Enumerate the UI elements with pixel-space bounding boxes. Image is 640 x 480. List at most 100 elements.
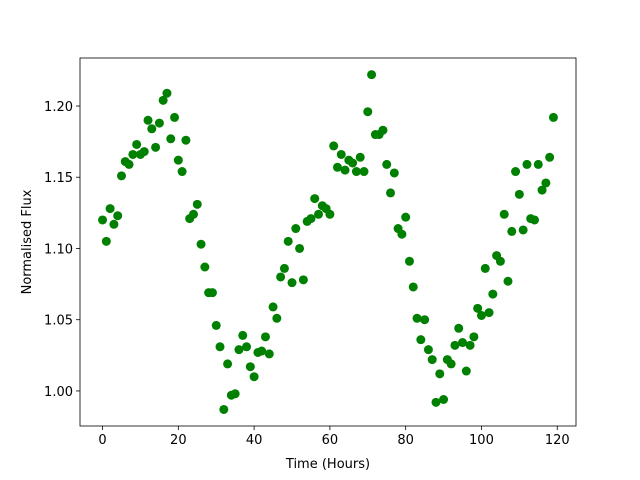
point [435, 369, 445, 379]
point [223, 359, 233, 369]
point [158, 95, 168, 105]
point [488, 289, 498, 299]
x-tick-label: 120 [545, 433, 570, 448]
x-tick-label: 60 [322, 433, 339, 448]
point [401, 212, 411, 222]
point [404, 256, 414, 266]
point [423, 345, 433, 355]
point [276, 272, 286, 282]
y-tick-label: 1.20 [44, 100, 73, 115]
point [495, 256, 505, 266]
point [439, 395, 449, 405]
point [295, 243, 305, 253]
point [257, 346, 267, 356]
point [219, 404, 229, 414]
point [458, 338, 468, 348]
point [192, 199, 202, 209]
point [310, 194, 320, 204]
x-tick-label: 100 [469, 433, 494, 448]
point [101, 236, 111, 246]
point [196, 239, 206, 249]
point [511, 167, 521, 177]
y-tick-label: 1.00 [44, 385, 73, 400]
point [234, 345, 244, 355]
point [359, 167, 369, 177]
point [132, 139, 142, 149]
point [332, 162, 342, 172]
point [139, 147, 149, 157]
point [245, 362, 255, 372]
point [446, 359, 456, 369]
point [416, 335, 426, 345]
point [166, 134, 176, 144]
point [541, 178, 551, 188]
point [450, 340, 460, 350]
point [98, 215, 108, 225]
point [181, 135, 191, 145]
point [427, 355, 437, 365]
point [188, 209, 198, 219]
point [386, 188, 396, 198]
point [408, 282, 418, 292]
point [484, 308, 494, 318]
point [238, 330, 248, 340]
point [109, 219, 119, 229]
point [363, 107, 373, 117]
point [454, 323, 464, 333]
point [200, 262, 210, 272]
y-tick-label: 1.05 [44, 314, 73, 329]
point [473, 303, 483, 313]
point [147, 124, 157, 134]
point [306, 214, 316, 224]
point [465, 340, 475, 350]
point [116, 171, 126, 181]
x-tick-label: 40 [246, 433, 263, 448]
point [283, 236, 293, 246]
point [143, 115, 153, 125]
point [207, 288, 217, 298]
point [291, 224, 301, 234]
point [151, 142, 161, 152]
point [548, 112, 558, 122]
point [287, 278, 297, 288]
point [325, 209, 335, 219]
y-axis-label: Normalised Flux [20, 189, 35, 294]
point [260, 332, 270, 342]
point [173, 155, 183, 165]
point [230, 389, 240, 399]
point [537, 185, 547, 195]
point [378, 125, 388, 135]
point [162, 88, 172, 98]
point [389, 168, 399, 178]
point [530, 215, 540, 225]
point [272, 313, 282, 323]
y-tick-label: 1.15 [44, 171, 73, 186]
x-axis-label: Time (Hours) [285, 457, 370, 472]
point [211, 320, 221, 330]
point [348, 158, 358, 168]
point [480, 263, 490, 273]
plot-frame [79, 57, 577, 427]
point [412, 313, 422, 323]
point [533, 159, 543, 169]
y-tick-label: 1.10 [44, 242, 73, 257]
point [329, 141, 339, 151]
point [336, 149, 346, 159]
point [105, 204, 115, 214]
point [177, 167, 187, 177]
point [503, 276, 513, 286]
point [215, 342, 225, 352]
point [340, 165, 350, 175]
x-tick-label: 20 [170, 433, 187, 448]
point [298, 275, 308, 285]
x-tick-label: 0 [98, 433, 106, 448]
point [367, 70, 377, 80]
point [420, 315, 430, 325]
point [124, 159, 134, 169]
point [154, 118, 164, 128]
point [128, 149, 138, 159]
point [264, 349, 274, 359]
point [461, 366, 471, 376]
point [279, 263, 289, 273]
